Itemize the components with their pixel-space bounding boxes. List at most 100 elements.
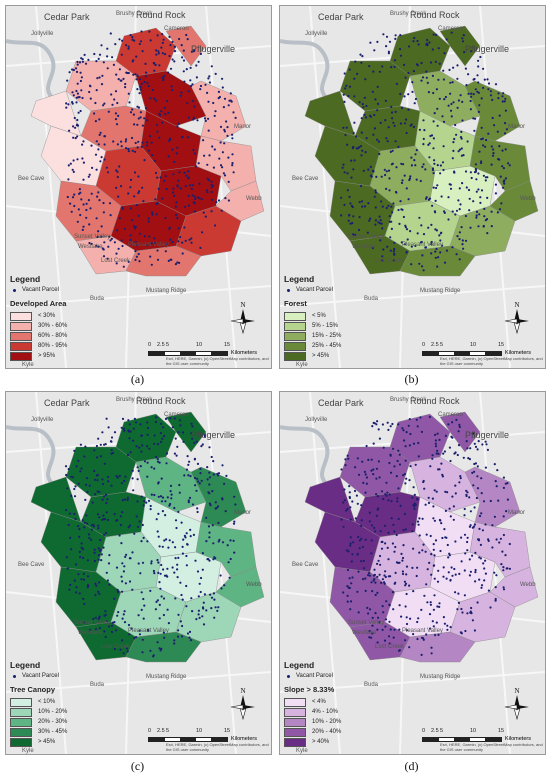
vacant-parcel-dot	[357, 570, 360, 573]
vacant-parcel-dot	[428, 156, 431, 159]
vacant-parcel-dot	[397, 517, 400, 520]
vacant-parcel-dot	[229, 99, 232, 102]
vacant-parcel-dot	[402, 474, 405, 477]
vacant-parcel-dot	[141, 50, 144, 53]
vacant-parcel-dot	[116, 614, 119, 617]
vacant-parcel-dot	[89, 97, 92, 100]
vacant-parcel-dot	[464, 170, 468, 173]
vacant-parcel-dot	[427, 143, 430, 146]
vacant-parcel-dot	[212, 558, 215, 561]
vacant-parcel-dot	[153, 242, 156, 245]
vacant-parcel-dot	[116, 175, 119, 179]
vacant-parcel-dot	[378, 437, 381, 440]
vacant-parcel-dot	[371, 169, 375, 172]
vacant-parcel-dot	[432, 33, 435, 36]
vacant-parcel-dot	[348, 85, 352, 88]
legend-vacant-row: Vacant Parcel	[10, 287, 100, 293]
vacant-parcel-dot	[95, 584, 98, 587]
vacant-parcel-dot	[376, 85, 379, 88]
vacant-parcel-dot	[95, 217, 98, 220]
vacant-parcel-dot	[132, 225, 136, 228]
vacant-parcel-dot	[437, 452, 440, 455]
vacant-parcel-dot	[145, 501, 148, 504]
place-label: Pflugerville	[191, 44, 236, 54]
vacant-parcel-dot	[214, 72, 217, 75]
vacant-parcel-dot	[127, 147, 130, 151]
vacant-parcel-dot	[96, 479, 99, 482]
vacant-parcel-dot	[108, 202, 112, 205]
vacant-parcel-dot	[173, 571, 176, 574]
vacant-parcel-dot	[81, 143, 84, 146]
vacant-parcel-dot	[502, 569, 505, 572]
vacant-parcel-dot	[393, 247, 396, 251]
census-tract	[489, 566, 539, 608]
vacant-parcel-dot	[469, 108, 472, 111]
vacant-parcel-dot	[115, 123, 119, 126]
vacant-parcel-dot	[434, 539, 438, 542]
vacant-parcel-dot	[75, 96, 78, 99]
vacant-parcel-dot	[190, 597, 193, 600]
vacant-parcel-dot	[383, 639, 387, 642]
vacant-parcel-dot	[421, 517, 424, 520]
vacant-parcel-dot	[224, 197, 227, 200]
place-label: Buda	[90, 682, 105, 688]
vacant-parcel-dot	[494, 183, 497, 186]
vacant-parcel-dot	[129, 451, 132, 454]
legend-swatch	[284, 697, 306, 707]
vacant-parcel-dot	[447, 571, 450, 574]
vacant-parcel-dot	[502, 533, 505, 537]
vacant-parcel-dot	[151, 211, 154, 214]
vacant-parcel-dot	[124, 86, 127, 89]
vacant-parcel-dot	[343, 203, 346, 206]
vacant-parcel-dot	[381, 65, 384, 68]
vacant-parcel-dot	[187, 194, 190, 197]
legend-vacant-row: Vacant Parcel	[284, 673, 374, 679]
vacant-parcel-dot	[453, 170, 456, 173]
vacant-parcel-dot	[420, 653, 423, 656]
vacant-parcel-dot	[132, 113, 135, 116]
vacant-parcel-dot	[208, 492, 211, 495]
vacant-parcel-dot	[198, 182, 201, 185]
vacant-parcel-dot	[129, 178, 133, 181]
vacant-parcel-dot	[182, 538, 185, 541]
vacant-parcel-dot	[367, 574, 370, 577]
vacant-parcel-dot	[121, 206, 124, 209]
vacant-parcel-dot	[80, 578, 83, 581]
vacant-parcel-dot	[200, 445, 203, 448]
vacant-parcel-dot	[160, 422, 163, 425]
vacant-parcel-dot	[373, 573, 376, 576]
vacant-parcel-dot	[147, 217, 150, 220]
vacant-parcel-dot	[508, 567, 511, 570]
vacant-parcel-dot	[375, 493, 378, 496]
place-label: Lost Creek	[375, 258, 405, 264]
vacant-parcel-dot	[168, 227, 171, 230]
vacant-parcel-dot	[117, 114, 120, 117]
vacant-parcel-dot	[436, 605, 439, 608]
vacant-parcel-dot	[207, 558, 210, 561]
place-label: Mustang Ridge	[146, 674, 187, 680]
vacant-parcel-dot	[73, 495, 77, 498]
vacant-parcel-dot	[384, 99, 387, 102]
vacant-parcel-dot	[460, 154, 463, 157]
vacant-parcel-dot	[185, 605, 188, 608]
vacant-parcel-dot	[137, 140, 140, 143]
vacant-parcel-dot	[388, 604, 391, 607]
vacant-parcel-dot	[113, 98, 116, 101]
vacant-parcel-dot	[398, 561, 401, 564]
vacant-parcel-dot	[466, 540, 469, 544]
vacant-parcel-dot	[382, 248, 385, 251]
vacant-parcel-dot	[418, 216, 421, 219]
place-label: Cedar Park	[318, 398, 364, 408]
vacant-parcel-dot	[203, 154, 206, 157]
vacant-parcel-dot	[438, 62, 441, 65]
vacant-parcel-dot	[85, 514, 88, 517]
vacant-parcel-dot	[146, 433, 149, 436]
vacant-parcel-dot	[162, 613, 165, 617]
vacant-parcel-dot	[80, 467, 83, 470]
vacant-parcel-dot	[371, 90, 374, 93]
vacant-parcel-dot	[98, 615, 101, 618]
vacant-parcel-dot	[420, 636, 424, 639]
vacant-parcel-dot	[122, 613, 125, 616]
vacant-parcel-dot	[361, 460, 364, 463]
vacant-parcel-dot	[115, 73, 118, 76]
